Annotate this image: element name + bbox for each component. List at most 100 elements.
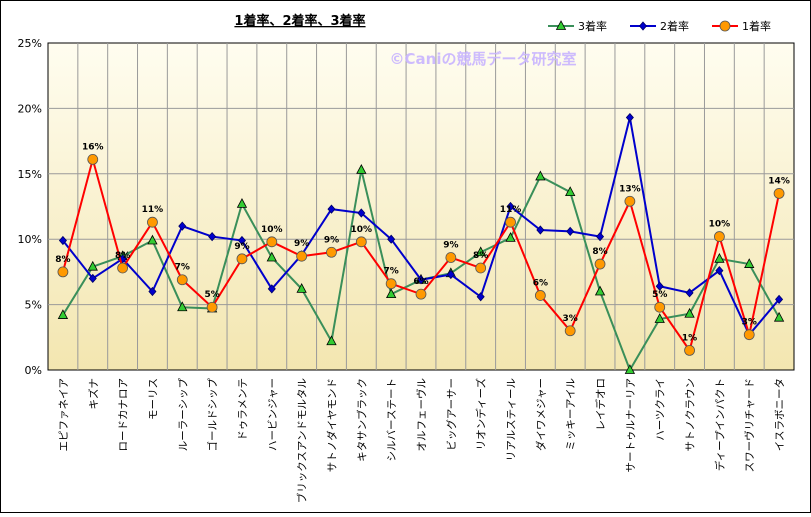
point-3chaku	[594, 285, 606, 296]
point-3chaku	[177, 301, 188, 312]
point-2chaku	[638, 21, 648, 31]
data-label: 10%	[261, 225, 283, 235]
data-label: 14%	[768, 176, 790, 186]
point-1chaku	[534, 290, 546, 301]
point-1chaku	[594, 258, 606, 270]
x-tick-label: ドゥラメンテ	[237, 378, 249, 441]
point-3chaku	[624, 364, 636, 374]
point-2chaku	[327, 204, 336, 214]
point-1chaku	[445, 252, 457, 263]
point-3chaku	[654, 313, 665, 323]
point-2chaku	[58, 235, 67, 246]
x-tick-label: サトノダイヤモンド	[325, 378, 338, 472]
point-1chaku	[415, 288, 427, 300]
point-2chaku	[685, 288, 694, 298]
point-3chaku	[555, 20, 567, 30]
point-2chaku	[148, 286, 157, 297]
data-label: 9%	[294, 239, 309, 249]
point-3chaku	[296, 283, 307, 293]
data-label: 9%	[234, 242, 249, 252]
x-tick-label: サトノクラウン	[685, 378, 697, 452]
point-3chaku	[505, 232, 516, 242]
x-tick-label: モーリス	[147, 378, 159, 420]
grid-layer	[48, 43, 794, 370]
series-layer	[57, 112, 785, 374]
data-label: 5%	[204, 290, 219, 300]
point-1chaku	[475, 262, 487, 274]
point-2chaku	[416, 275, 426, 285]
x-tick-label: キタサンブラック	[355, 378, 368, 462]
point-3chaku	[684, 307, 695, 318]
data-label: 8%	[115, 251, 130, 261]
x-tick-label: リアルスティール	[506, 378, 518, 461]
point-1chaku	[385, 278, 397, 290]
point-3chaku	[744, 258, 755, 268]
data-label: 3%	[742, 318, 757, 328]
point-1chaku	[206, 301, 218, 313]
x-tick-label: オルフェーヴル	[415, 378, 428, 452]
point-2chaku	[178, 221, 187, 231]
x-tick-label: ルーラーシップ	[177, 378, 189, 452]
legend-label: 3着率	[578, 19, 607, 33]
x-tick-label: エピファネイア	[58, 378, 70, 452]
point-1chaku	[564, 325, 576, 337]
data-label: 6%	[413, 277, 428, 287]
point-3chaku	[565, 186, 576, 197]
x-tick-label: ビッグアーサー	[445, 378, 458, 451]
point-1chaku	[684, 344, 695, 356]
data-label: 9%	[324, 235, 339, 245]
point-2chaku	[476, 292, 485, 302]
point-2chaku	[446, 269, 455, 280]
point-1chaku	[743, 329, 755, 341]
point-3chaku	[57, 309, 69, 319]
y-tick-label: 15%	[18, 168, 42, 181]
legend-label: 2着率	[660, 19, 689, 33]
data-label: 3%	[563, 314, 578, 324]
point-2chaku	[88, 273, 97, 284]
point-3chaku	[147, 234, 158, 245]
data-label: 13%	[619, 184, 641, 194]
y-tick-label: 0%	[25, 364, 42, 377]
x-tick-label: ハービンジャー	[267, 378, 279, 451]
point-3chaku	[236, 198, 248, 208]
data-label: 1%	[682, 333, 697, 343]
point-1chaku	[505, 216, 516, 228]
point-1chaku	[296, 250, 308, 262]
y-tick-labels: 0% 5% 10% 15% 20% 25%	[18, 37, 42, 377]
x-tick-label: スワーヴリチャード	[743, 378, 756, 472]
point-1chaku	[719, 20, 731, 32]
point-2chaku	[357, 208, 366, 218]
point-3chaku	[535, 170, 546, 181]
data-label: 10%	[351, 225, 373, 235]
point-1chaku	[355, 236, 367, 248]
point-3chaku	[356, 164, 367, 174]
x-tick-label: ロードカナロア	[118, 378, 130, 452]
point-2chaku	[267, 284, 276, 294]
point-3chaku	[773, 311, 785, 322]
point-1chaku	[236, 253, 248, 265]
point-1chaku	[773, 188, 785, 199]
x-tick-label: イスラボニータ	[774, 378, 786, 451]
x-tick-label: ゴールドシップ	[206, 378, 219, 452]
point-2chaku	[596, 231, 605, 242]
point-1chaku	[624, 195, 636, 207]
plot-area	[47, 42, 795, 371]
data-label: 11%	[142, 205, 164, 215]
point-2chaku	[536, 225, 545, 235]
data-label: 11%	[500, 205, 522, 215]
point-2chaku	[775, 294, 784, 304]
y-tick-label: 10%	[18, 233, 42, 246]
point-1chaku	[147, 216, 158, 228]
data-label: 8%	[473, 251, 488, 261]
point-2chaku	[387, 234, 396, 244]
data-label: 8%	[592, 247, 607, 257]
point-3chaku	[714, 252, 725, 263]
chart-title: 1着率、2着率、3着率	[234, 13, 365, 29]
point-2chaku	[655, 281, 664, 291]
point-3chaku	[87, 260, 98, 271]
point-3chaku	[266, 251, 277, 262]
point-2chaku	[237, 235, 246, 246]
point-1chaku	[326, 246, 337, 258]
point-3chaku	[475, 246, 486, 257]
